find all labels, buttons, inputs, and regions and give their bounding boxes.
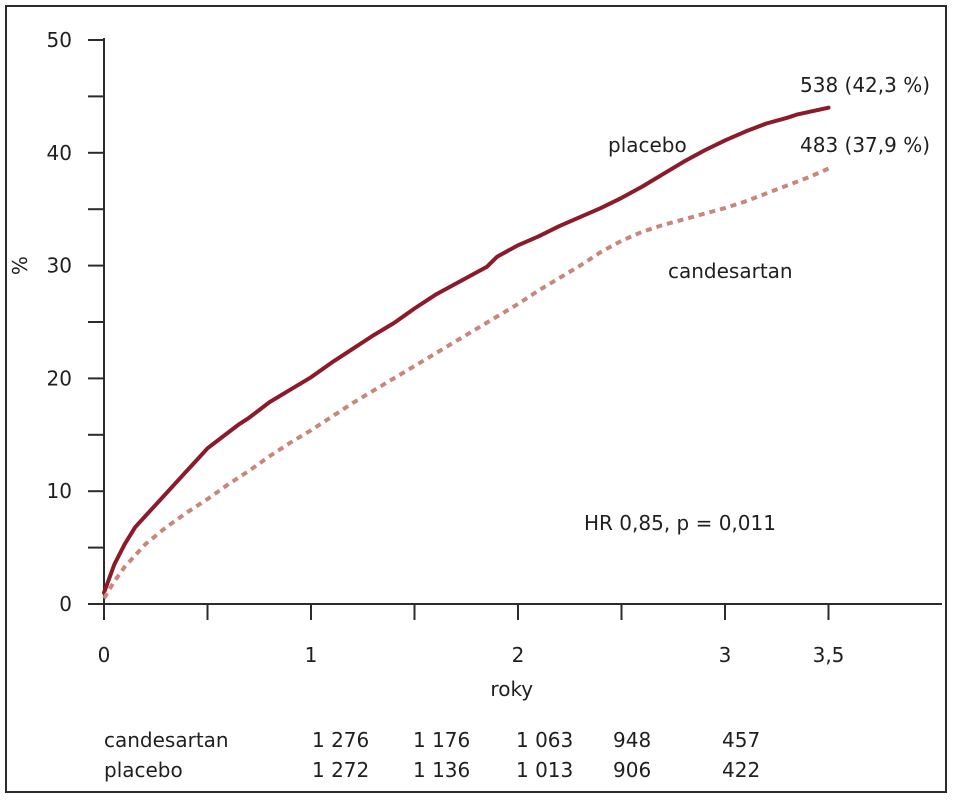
risk-cell: 422 <box>722 758 760 782</box>
hazard-ratio-annotation: HR 0,85, p = 0,011 <box>584 511 776 535</box>
risk-cell: 906 <box>613 758 651 782</box>
x-axis-label: roky <box>490 677 533 701</box>
y-tick-label: 10 <box>47 479 72 503</box>
risk-table: candesartan 1 276 1 176 1 063 948 457 placebo 1… <box>104 728 760 782</box>
y-ticks: 0 10 20 30 40 50 <box>47 28 104 616</box>
end-label-placebo: 538 (42,3 %) <box>800 73 930 97</box>
series-line-placebo <box>102 105 831 595</box>
risk-row-label: candesartan <box>104 728 229 752</box>
risk-cell: 1 136 <box>413 758 470 782</box>
chart-frame <box>5 5 947 793</box>
y-tick-label: 30 <box>47 254 72 278</box>
risk-cell: 1 013 <box>516 758 573 782</box>
x-tick-label: 0 <box>98 643 111 667</box>
x-tick-label: 2 <box>512 643 525 667</box>
risk-cell: 1 272 <box>312 758 369 782</box>
y-axis-label: % <box>8 256 32 275</box>
risk-cell: 1 176 <box>413 728 470 752</box>
risk-cell: 1 063 <box>516 728 573 752</box>
end-label-candesartan: 483 (37,9 %) <box>800 133 930 157</box>
x-tick-label: 3 <box>719 643 732 667</box>
y-tick-label: 0 <box>59 592 72 616</box>
x-ticks: 0 1 2 3 3,5 <box>98 604 845 667</box>
x-tick-label: 1 <box>305 643 318 667</box>
y-tick-label: 20 <box>47 366 72 390</box>
risk-cell: 948 <box>613 728 651 752</box>
x-tick-label: 3,5 <box>813 643 845 667</box>
series-label-candesartan: candesartan <box>668 259 793 283</box>
risk-cell: 457 <box>722 728 760 752</box>
risk-row-label: placebo <box>104 758 183 782</box>
risk-cell: 1 276 <box>312 728 369 752</box>
axes <box>103 38 942 605</box>
y-tick-label: 40 <box>47 141 72 165</box>
y-tick-label: 50 <box>47 28 72 52</box>
series-line-candesartan <box>102 166 830 600</box>
series-label-placebo: placebo <box>608 133 687 157</box>
series-lines <box>102 105 831 600</box>
